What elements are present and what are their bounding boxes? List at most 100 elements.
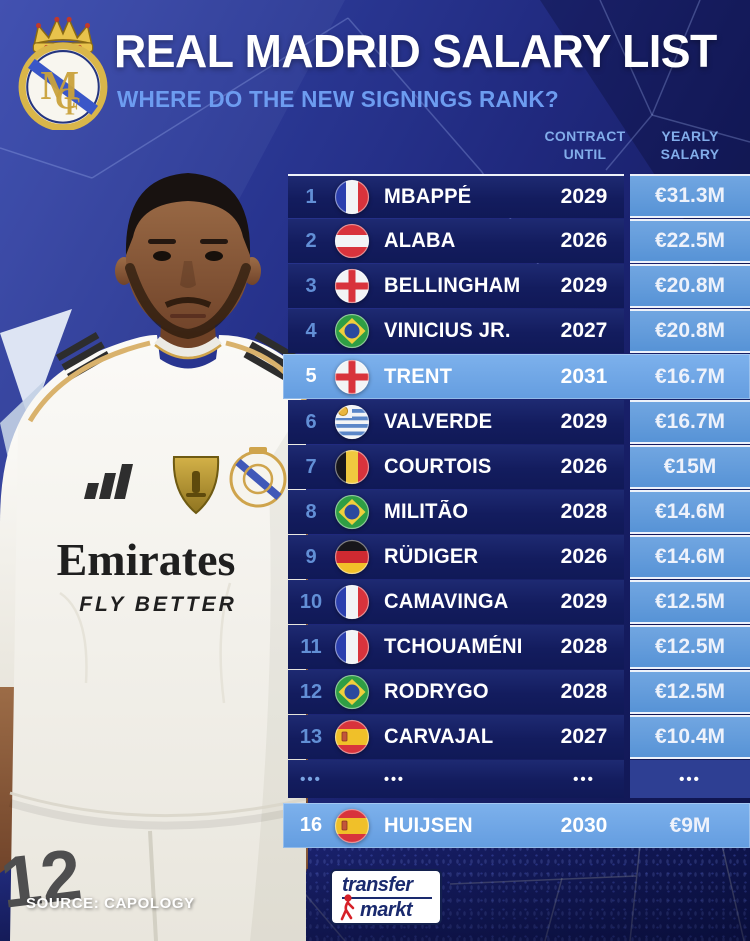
page-title: REAL MADRID SALARY LIST xyxy=(114,25,717,77)
salary-cell: €16.7M xyxy=(630,354,750,399)
salary-cell: €15M xyxy=(630,445,750,489)
table-row: 13 CARVAJAL 2027 €10.4M xyxy=(288,715,750,759)
player-name: HUIJSEN xyxy=(384,813,473,837)
table-row: 9 RÜDIGER 2026 €14.6M xyxy=(288,535,750,579)
rank-cell: 9 xyxy=(305,545,317,568)
shorts-number: 12 xyxy=(0,835,86,924)
yearly-salary: €15M xyxy=(663,455,717,478)
player-head xyxy=(115,173,261,340)
source-credit: SOURCE: CAPOLOGY xyxy=(26,895,195,912)
rank-cell: 7 xyxy=(305,455,317,478)
salary-cell: €12.5M xyxy=(630,580,750,624)
salary-cell: €20.8M xyxy=(630,264,750,308)
yearly-salary: ••• xyxy=(679,770,701,788)
column-header-contract-until: CONTRACT UNTIL xyxy=(544,128,626,162)
contract-until: 2027 xyxy=(560,725,608,748)
row-main: 4 VINICIUS JR. 2027 xyxy=(288,309,624,353)
table-row: 3 BELLINGHAM 2029 €20.8M xyxy=(288,264,750,308)
brazil-flag-icon xyxy=(334,313,370,349)
adidas-logo-icon xyxy=(84,464,133,499)
contract-until: 2026 xyxy=(560,455,608,478)
svg-text:C: C xyxy=(55,81,77,115)
rank-cell: 10 xyxy=(299,590,323,613)
salary-cell: €9M xyxy=(630,803,750,848)
contract-until: 2028 xyxy=(560,680,608,703)
contract-until: 2026 xyxy=(560,229,608,252)
brazil-flag-icon xyxy=(334,494,370,530)
yearly-salary: €31.3M xyxy=(654,184,726,207)
yearly-salary: €20.8M xyxy=(654,274,726,297)
yearly-salary: €14.6M xyxy=(654,545,726,568)
transfermarkt-player-figure-icon xyxy=(340,894,355,921)
france-flag-icon xyxy=(334,584,370,620)
salary-cell: €16.7M xyxy=(630,400,750,444)
salary-cell: €14.6M xyxy=(630,535,750,579)
transfermarkt-logo: transfer markt xyxy=(330,869,442,925)
row-main: 3 BELLINGHAM 2029 xyxy=(288,264,624,308)
contract-until: 2031 xyxy=(560,364,608,388)
row-main: 13 CARVAJAL 2027 xyxy=(288,715,624,759)
yearly-salary: €9M xyxy=(669,813,711,837)
yearly-salary: €12.5M xyxy=(654,635,726,658)
player-name: CAMAVINGA xyxy=(384,590,509,613)
contract-until: 2030 xyxy=(560,813,608,837)
player-name: VINICIUS JR. xyxy=(384,319,511,342)
table-row: 10 CAMAVINGA 2029 €12.5M xyxy=(288,580,750,624)
player-name: TRENT xyxy=(384,364,453,388)
row-main: 12 RODRYGO 2028 xyxy=(288,670,624,714)
row-main: 11 TCHOUAMÉNI 2028 xyxy=(288,625,624,669)
england-flag-icon xyxy=(334,359,370,395)
france-flag-icon xyxy=(334,629,370,665)
flag-placeholder xyxy=(334,761,370,797)
contract-until: 2029 xyxy=(560,590,608,613)
rank-cell: 8 xyxy=(305,500,317,523)
rank-cell: 4 xyxy=(305,319,317,342)
uruguay-flag-icon xyxy=(334,404,370,440)
rank-cell: 11 xyxy=(300,635,322,658)
rank-cell: 13 xyxy=(299,725,323,748)
salary-cell: €12.5M xyxy=(630,670,750,714)
contract-until: 2029 xyxy=(560,274,608,297)
player-name: ALABA xyxy=(384,229,456,252)
row-main: ••• ••• ••• xyxy=(288,760,624,798)
contract-until: 2027 xyxy=(560,319,608,342)
jersey-sponsor-text: Emirates xyxy=(57,534,236,585)
contract-until: 2029 xyxy=(560,185,608,208)
brazil-flag-icon xyxy=(334,674,370,710)
rank-cell: ••• xyxy=(300,770,322,788)
player-name: ••• xyxy=(384,770,405,788)
yearly-salary: €20.8M xyxy=(654,319,726,342)
player-name: MILITÃO xyxy=(384,500,469,523)
player-name: VALVERDE xyxy=(384,410,493,433)
yearly-salary: €22.5M xyxy=(654,229,726,252)
yearly-salary: €16.7M xyxy=(654,364,726,388)
contract-until: 2028 xyxy=(560,635,608,658)
salary-cell: €31.3M xyxy=(630,174,750,218)
row-main: 5 TRENT 2031 xyxy=(288,354,624,399)
salary-cell: €22.5M xyxy=(630,219,750,263)
row-main: 7 COURTOIS 2026 xyxy=(288,445,624,489)
club-world-cup-badge-icon xyxy=(172,456,220,515)
table-row: 1 MBAPPÉ 2029 €31.3M xyxy=(288,174,750,218)
germany-flag-icon xyxy=(334,539,370,575)
rank-cell: 3 xyxy=(305,274,317,297)
row-main: 1 MBAPPÉ 2029 xyxy=(288,174,624,218)
england-flag-icon xyxy=(334,268,370,304)
yearly-salary: €12.5M xyxy=(654,680,726,703)
salary-cell: €12.5M xyxy=(630,625,750,669)
contract-until: ••• xyxy=(573,770,595,788)
yearly-salary: €16.7M xyxy=(654,410,726,433)
player-name: RÜDIGER xyxy=(384,545,479,568)
france-flag-icon xyxy=(334,179,370,215)
contract-until: 2028 xyxy=(560,500,608,523)
rank-cell: 12 xyxy=(299,680,323,703)
table-row: 7 COURTOIS 2026 €15M xyxy=(288,445,750,489)
table-row: 12 RODRYGO 2028 €12.5M xyxy=(288,670,750,714)
player-name: MBAPPÉ xyxy=(384,185,472,208)
row-main: 10 CAMAVINGA 2029 xyxy=(288,580,624,624)
salary-table: 1 MBAPPÉ 2029 €31.3M 2 ALABA 2026 €22.5M… xyxy=(283,174,750,849)
salary-cell: €10.4M xyxy=(630,715,750,759)
salary-cell: €14.6M xyxy=(630,490,750,534)
player-name: RODRYGO xyxy=(384,680,489,703)
